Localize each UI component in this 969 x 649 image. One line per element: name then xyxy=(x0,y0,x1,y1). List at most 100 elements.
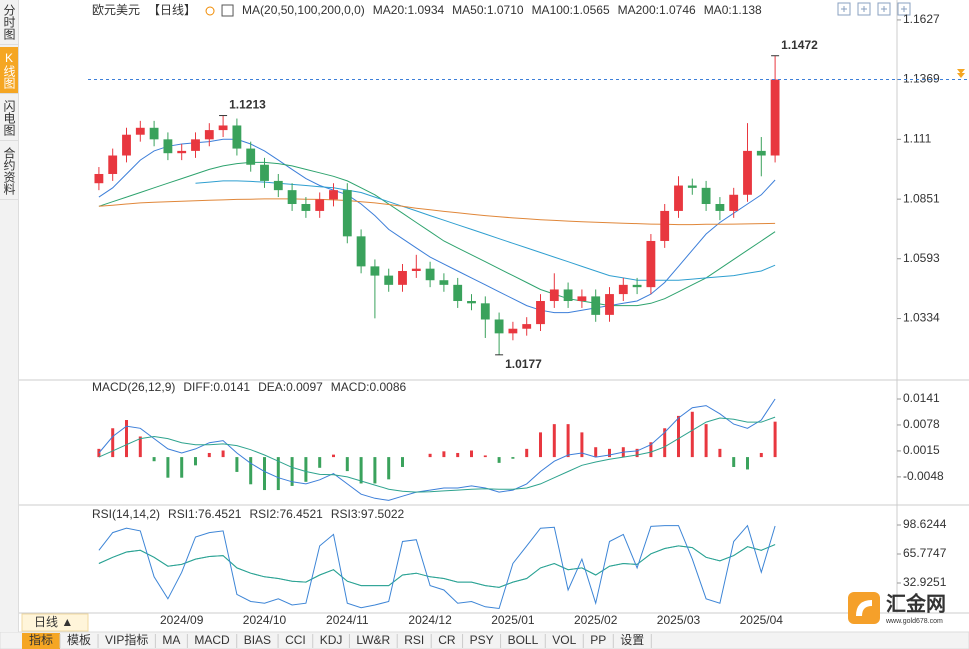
period-label: 【日线】 xyxy=(148,3,196,17)
y-tick-label: 1.0593 xyxy=(903,251,940,265)
candle-body xyxy=(329,190,338,200)
x-tick-label: 2024/10 xyxy=(243,613,287,627)
toolbar-icon[interactable] xyxy=(837,2,851,16)
tab-label[interactable]: CR xyxy=(438,633,456,647)
x-tick-label: 2025/03 xyxy=(657,613,701,627)
add-icon[interactable] xyxy=(205,6,215,16)
rsi-line xyxy=(98,544,776,588)
legend-entry: MA100:1.0565 xyxy=(532,3,610,17)
legend-entry: DIFF:0.0141 xyxy=(183,380,250,394)
tab-label[interactable]: PP xyxy=(590,633,606,647)
background xyxy=(18,0,969,632)
period-button-bg[interactable] xyxy=(21,613,89,632)
candle-body xyxy=(287,190,297,205)
y-tick-label: 1.1627 xyxy=(903,12,940,26)
logo-text: 汇金网 xyxy=(886,591,946,615)
y-tick-label: 65.7747 xyxy=(903,546,947,560)
x-tick-label: 2025/04 xyxy=(740,613,784,627)
legend-entry: RSI1:76.4521 xyxy=(168,507,242,521)
tab-label[interactable]: 模板 xyxy=(67,633,91,647)
candle-body xyxy=(480,303,490,320)
extreme-label: 1.1472 xyxy=(781,38,818,52)
candle-body xyxy=(135,127,145,135)
sidebar-tab[interactable]: 分时图 xyxy=(0,0,18,45)
logo-glyph xyxy=(856,600,872,616)
tab-label[interactable]: VOL xyxy=(552,633,576,647)
tab-label[interactable]: VIP指标 xyxy=(105,632,148,647)
extreme-label: 1.1213 xyxy=(229,98,266,112)
icon-box xyxy=(897,2,911,16)
tab-label[interactable]: RSI xyxy=(404,633,424,647)
x-tick-label: 2024/09 xyxy=(160,613,204,627)
candle-body xyxy=(356,236,366,267)
indicator-label: MA(20,50,100,200,0,0) xyxy=(242,3,365,17)
icon-box xyxy=(877,2,891,16)
toolbar-icon[interactable] xyxy=(857,2,871,16)
candle-body xyxy=(536,301,545,325)
x-tick-label: 2025/02 xyxy=(574,613,618,627)
legend-entry: DEA:0.0097 xyxy=(258,380,323,394)
y-tick-label: 1.0851 xyxy=(903,191,940,205)
legend-entry: RSI3:97.5022 xyxy=(331,507,405,521)
tab-label[interactable]: BOLL xyxy=(508,633,539,647)
sidebar: 分时图 K线图闪电图合约资料 xyxy=(0,0,19,632)
candle-body xyxy=(398,270,407,285)
tab-label[interactable]: BIAS xyxy=(244,633,271,647)
candle-body xyxy=(508,328,518,334)
candle-body xyxy=(177,150,187,154)
candle-body xyxy=(439,280,449,285)
candle-body xyxy=(453,284,463,302)
legend-entry: RSI2:76.4521 xyxy=(249,507,323,521)
logo-url: www.gold678.com xyxy=(885,618,943,625)
instrument-title: 欧元美元 xyxy=(92,3,140,17)
icon-box xyxy=(857,2,871,16)
x-tick-label: 2025/01 xyxy=(491,613,535,627)
candle-body xyxy=(743,150,752,195)
period-button[interactable]: 日线 ▲ xyxy=(34,615,73,629)
candle-body xyxy=(232,125,242,149)
candle-body xyxy=(660,210,670,241)
tab-label[interactable]: PSY xyxy=(470,633,494,647)
candle-body xyxy=(729,194,739,211)
candle-body xyxy=(522,324,532,329)
candle-body xyxy=(370,266,380,276)
y-tick-label: 32.9251 xyxy=(903,575,947,589)
toolbar-icon[interactable] xyxy=(877,2,891,16)
y-tick-label: 1.111 xyxy=(903,132,932,146)
candle-body xyxy=(646,240,656,288)
sidebar-tab[interactable]: 合约资料 xyxy=(0,143,18,200)
candle-body xyxy=(122,134,131,156)
tab-label[interactable]: CCI xyxy=(285,633,306,647)
sidebar-tab[interactable]: K线图 xyxy=(0,47,18,94)
tab-label[interactable]: 指标 xyxy=(29,632,53,647)
tab-bg[interactable] xyxy=(22,633,61,649)
price-marker xyxy=(957,69,965,78)
panel-title: RSI(14,14,2) xyxy=(92,507,160,521)
tab-label[interactable]: LW&R xyxy=(356,633,390,647)
toolbar-icon[interactable] xyxy=(897,2,911,16)
candle-body xyxy=(342,190,352,237)
candle-body xyxy=(674,185,683,211)
tab-label[interactable]: MA xyxy=(162,633,180,647)
sidebar-tab[interactable]: 闪电图 xyxy=(0,96,18,141)
y-tick-label: 1.1369 xyxy=(903,72,940,86)
tab-label[interactable]: KDJ xyxy=(320,633,343,647)
candle-body xyxy=(163,139,173,154)
ma-line xyxy=(98,138,776,314)
rsi-line xyxy=(98,524,776,610)
candle-body xyxy=(549,289,559,302)
candle-body xyxy=(260,164,269,181)
tab-label[interactable]: MACD xyxy=(194,633,230,647)
candle-body xyxy=(315,199,325,211)
candle-body xyxy=(218,125,228,131)
candle-body xyxy=(273,180,283,191)
candle-body xyxy=(425,268,435,281)
candle-body xyxy=(563,289,573,302)
candle-body xyxy=(632,284,642,288)
x-tick-label: 2024/11 xyxy=(326,613,369,627)
candle-body xyxy=(715,204,725,211)
tab-label[interactable]: 设置 xyxy=(620,633,644,647)
ma-icon[interactable] xyxy=(221,4,234,17)
